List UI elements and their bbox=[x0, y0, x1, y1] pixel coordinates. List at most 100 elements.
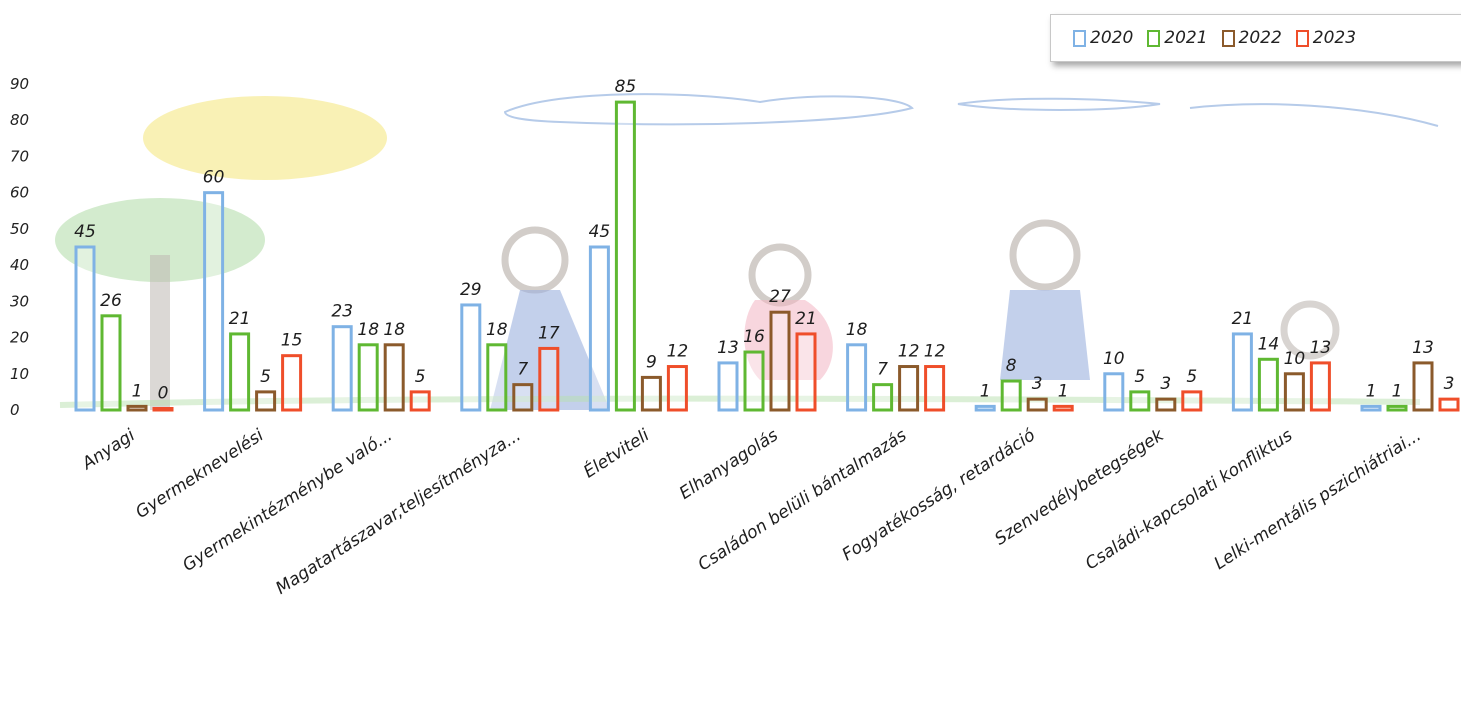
bar bbox=[152, 407, 174, 412]
bar bbox=[1181, 390, 1203, 412]
data-label: 15 bbox=[281, 331, 303, 351]
bar bbox=[100, 314, 122, 412]
y-tick-label: 50 bbox=[10, 220, 29, 238]
data-label: 5 bbox=[415, 367, 426, 387]
data-label: 3 bbox=[1032, 374, 1043, 394]
x-tick-label: Magatartászavar,teljesítményza... bbox=[272, 425, 524, 598]
data-label: 1 bbox=[1392, 381, 1403, 401]
bar bbox=[126, 404, 148, 412]
data-label: 1 bbox=[1058, 381, 1069, 401]
data-label: 13 bbox=[1310, 338, 1332, 358]
bar bbox=[743, 350, 765, 412]
data-label: 12 bbox=[924, 342, 946, 362]
bar bbox=[1386, 404, 1408, 412]
y-tick-label: 70 bbox=[10, 147, 29, 165]
data-label: 18 bbox=[357, 320, 379, 340]
bar bbox=[1360, 404, 1382, 412]
bar bbox=[1052, 404, 1074, 412]
bar bbox=[409, 390, 431, 412]
bar bbox=[460, 303, 482, 412]
y-tick-label: 90 bbox=[10, 75, 29, 93]
bar bbox=[1155, 397, 1177, 412]
bar bbox=[383, 343, 405, 412]
data-label: 5 bbox=[260, 367, 271, 387]
bar bbox=[640, 375, 662, 412]
bar bbox=[1026, 397, 1048, 412]
data-label: 45 bbox=[589, 222, 611, 242]
bar bbox=[872, 383, 894, 412]
bar bbox=[1231, 332, 1253, 412]
bar bbox=[1000, 379, 1022, 412]
bar bbox=[1257, 357, 1279, 412]
bar bbox=[281, 354, 303, 412]
x-tick-label: Elhanyagolás bbox=[676, 425, 782, 503]
data-label: 18 bbox=[486, 320, 508, 340]
bar bbox=[614, 100, 636, 412]
data-label: 10 bbox=[1284, 349, 1306, 369]
x-tick-label: Gyermeknevelési bbox=[132, 425, 267, 523]
data-label: 3 bbox=[1160, 374, 1171, 394]
data-label: 26 bbox=[100, 291, 122, 311]
bar bbox=[846, 343, 868, 412]
data-label: 8 bbox=[1006, 356, 1017, 376]
y-axis: 0 10 20 30 40 50 60 70 80 90 bbox=[10, 75, 29, 419]
y-tick-label: 80 bbox=[10, 111, 29, 129]
y-tick-label: 20 bbox=[10, 329, 29, 347]
data-label: 9 bbox=[646, 352, 657, 372]
bar bbox=[588, 245, 610, 412]
legend-swatch bbox=[1073, 29, 1086, 47]
bar bbox=[1309, 361, 1331, 412]
legend-swatch bbox=[1221, 29, 1235, 47]
bar bbox=[717, 361, 739, 412]
bar bbox=[1283, 372, 1305, 412]
data-label: 7 bbox=[877, 360, 888, 380]
bar bbox=[74, 245, 96, 412]
x-tick-label: Életviteli bbox=[579, 424, 653, 483]
legend-item: 2020 bbox=[1073, 28, 1133, 48]
legend-item: 2021 bbox=[1147, 28, 1208, 48]
bar bbox=[795, 332, 817, 412]
x-tick-label: Családi-kapcsolati konfliktus bbox=[1082, 425, 1296, 574]
bar bbox=[538, 346, 560, 412]
bar bbox=[486, 343, 508, 412]
legend-swatch bbox=[1147, 29, 1161, 47]
data-label: 13 bbox=[717, 338, 739, 358]
bar bbox=[512, 383, 534, 412]
legend: 2020 2021 2022 2023 bbox=[1050, 14, 1461, 62]
y-tick-label: 30 bbox=[10, 292, 29, 310]
bar bbox=[203, 191, 225, 412]
bar bbox=[1103, 372, 1125, 412]
bar bbox=[255, 390, 277, 412]
data-label: 10 bbox=[1103, 349, 1125, 369]
data-label: 5 bbox=[1186, 367, 1197, 387]
data-label: 18 bbox=[383, 320, 405, 340]
data-label: 0 bbox=[158, 384, 169, 404]
legend-label: 2022 bbox=[1238, 28, 1282, 48]
data-label: 12 bbox=[898, 342, 920, 362]
x-tick-label: Lelki-mentális pszichiátriai... bbox=[1211, 425, 1425, 574]
bar bbox=[769, 310, 791, 412]
data-label: 12 bbox=[667, 342, 689, 362]
data-label: 1 bbox=[132, 381, 143, 401]
data-label: 17 bbox=[538, 323, 560, 343]
x-tick-label: Családon belüli bántalmazás bbox=[695, 425, 911, 575]
legend-label: 2020 bbox=[1090, 28, 1134, 48]
bars bbox=[74, 100, 1460, 412]
legend-label: 2021 bbox=[1164, 28, 1208, 48]
y-tick-label: 0 bbox=[10, 401, 20, 419]
bar bbox=[357, 343, 379, 412]
data-label: 1 bbox=[1366, 381, 1377, 401]
x-axis: AnyagiGyermeknevelésiGyermekintézménybe … bbox=[78, 424, 1425, 599]
bar bbox=[331, 325, 353, 412]
y-tick-label: 60 bbox=[10, 184, 29, 202]
data-label: 45 bbox=[74, 222, 96, 242]
data-label: 14 bbox=[1258, 334, 1280, 354]
bar bbox=[1129, 390, 1151, 412]
data-label: 5 bbox=[1134, 367, 1145, 387]
data-label: 18 bbox=[846, 320, 868, 340]
legend-swatch bbox=[1295, 29, 1309, 47]
data-label: 23 bbox=[331, 302, 353, 322]
